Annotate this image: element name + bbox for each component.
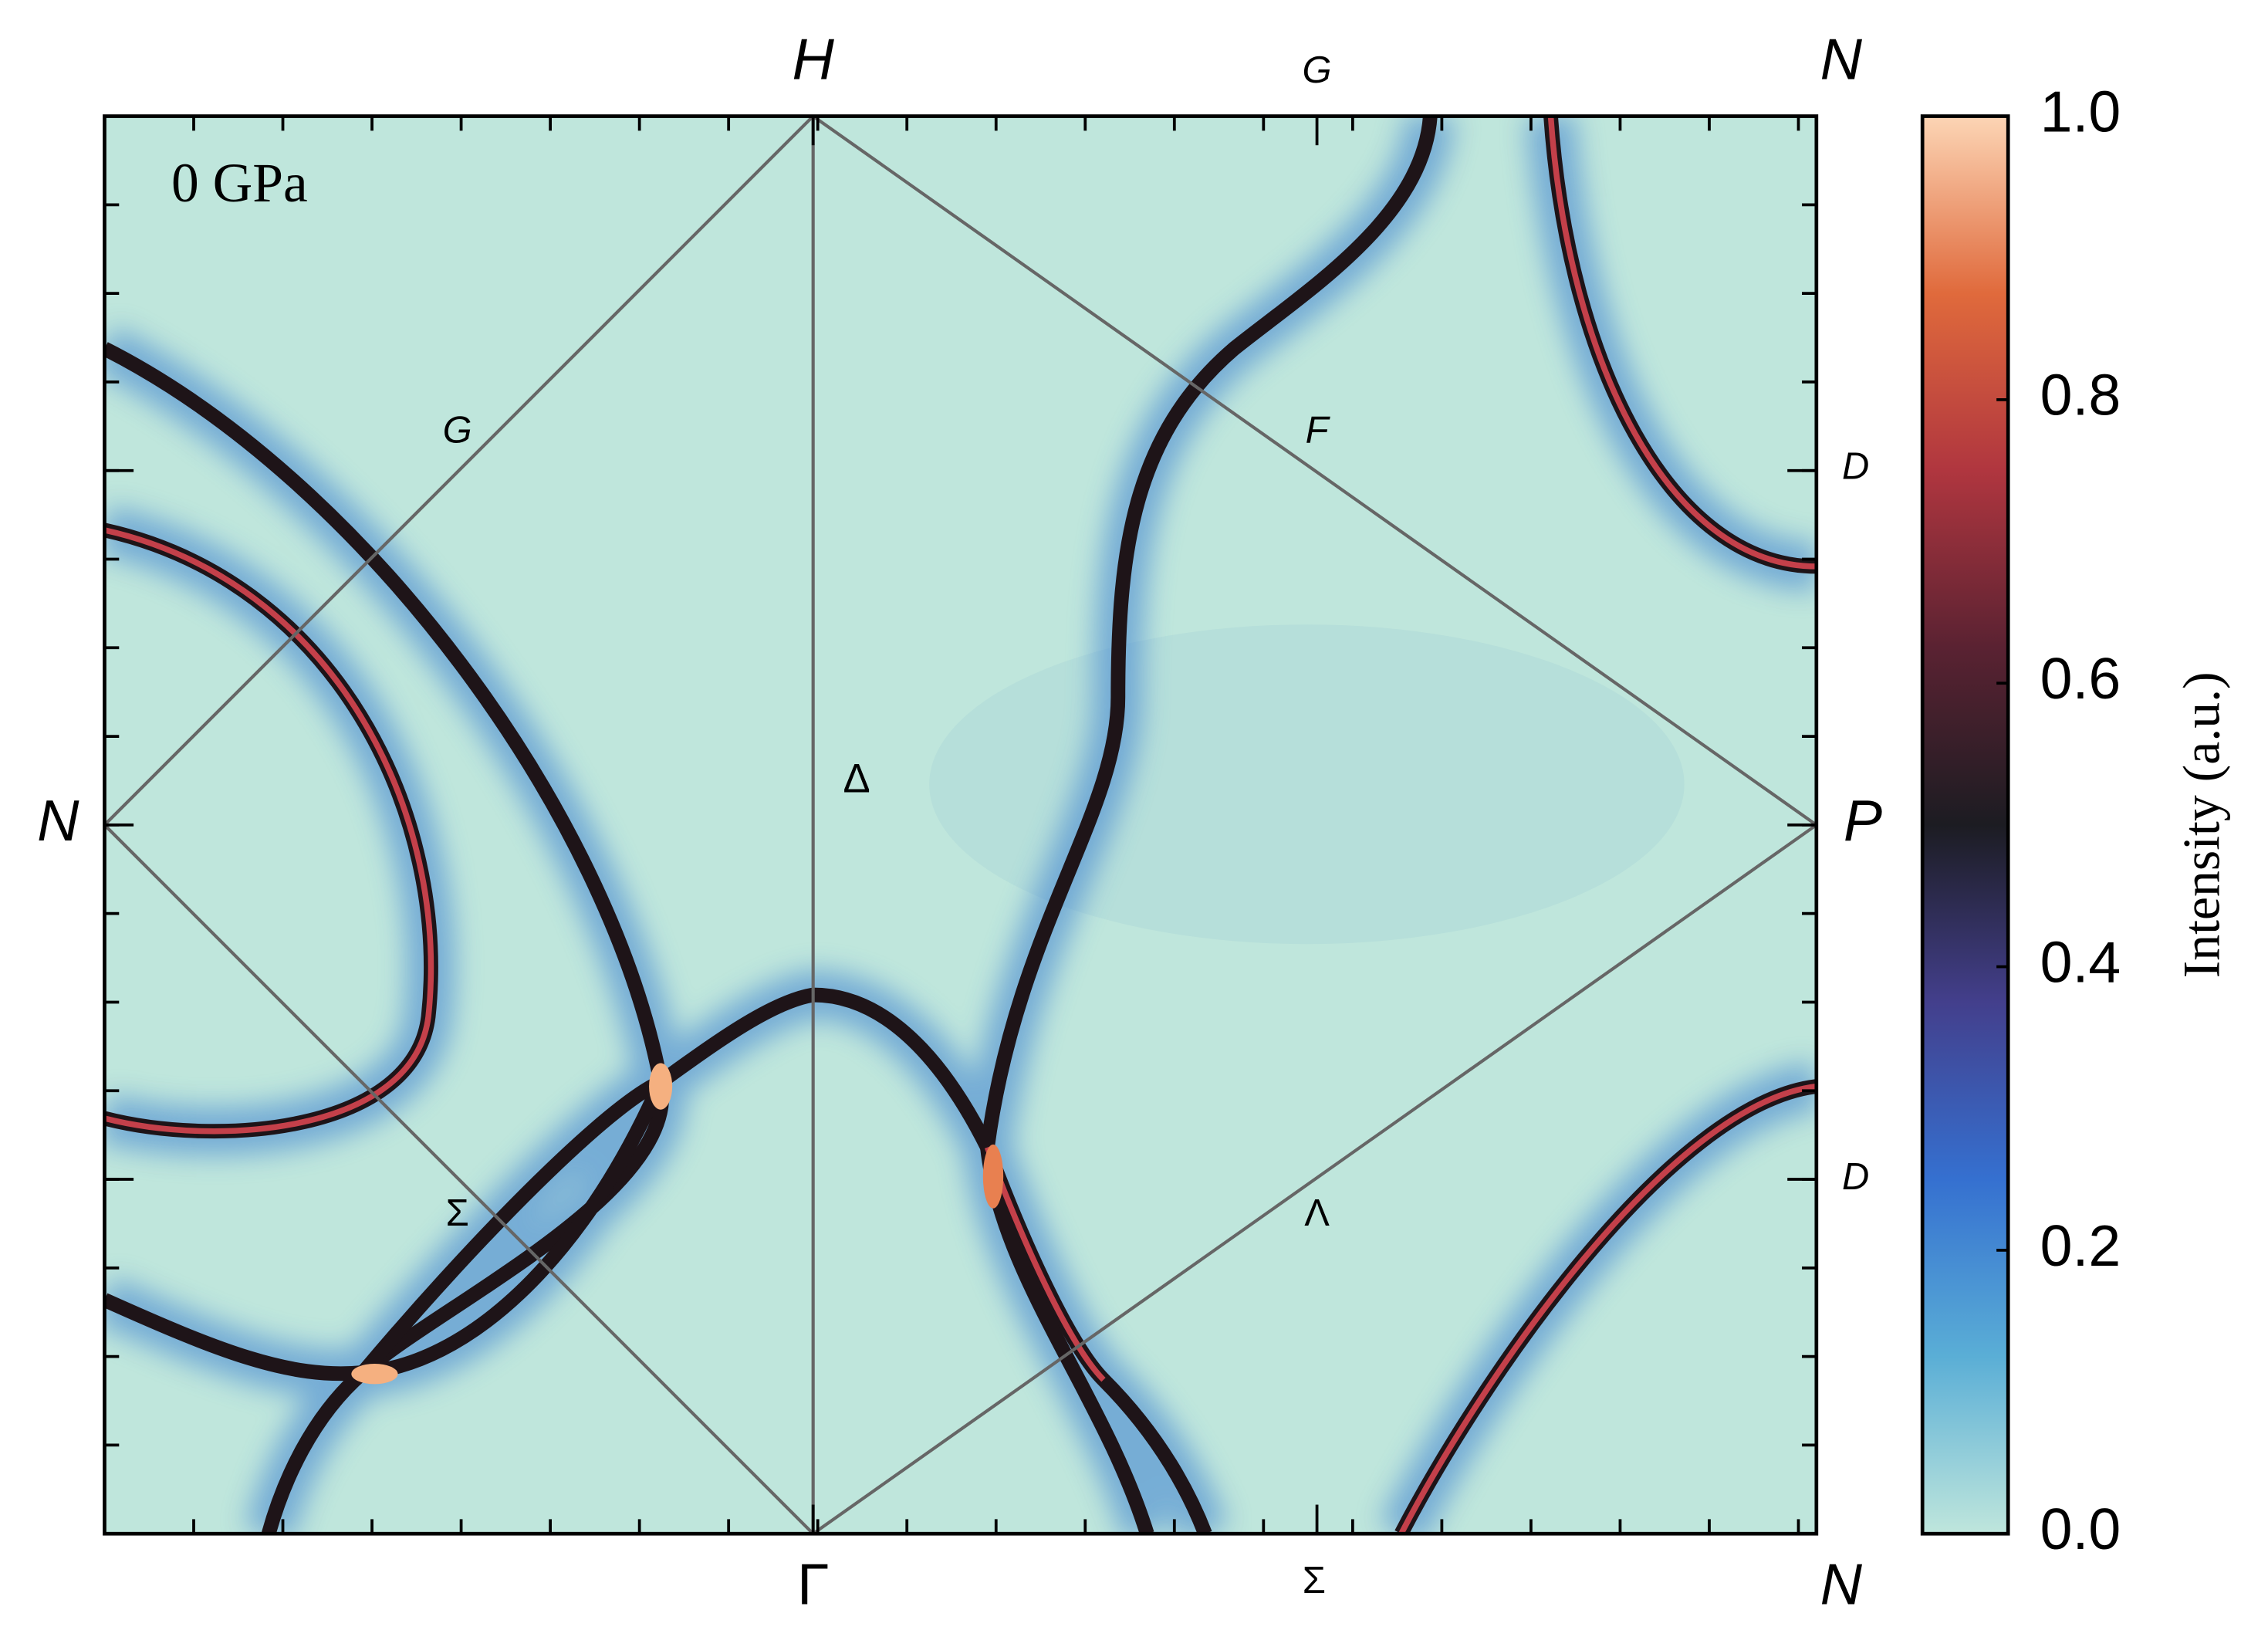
point-label: N — [1820, 1552, 1863, 1617]
hot-spot — [982, 1144, 1004, 1209]
band-peak — [104, 116, 1817, 1534]
line-label: Λ — [1304, 1192, 1330, 1234]
point-label: P — [1844, 788, 1882, 853]
colorbar-tick-label: 1.0 — [2040, 79, 2121, 144]
line-label: D — [1842, 1156, 1869, 1198]
hot-spot — [351, 1364, 398, 1385]
colorbar-tick-label: 0.4 — [2040, 929, 2121, 994]
zone-boundary — [104, 116, 1817, 1534]
hot-spot — [649, 1063, 673, 1110]
point-label: N — [37, 788, 79, 853]
line-label: F — [1306, 410, 1331, 451]
colorbar-tick-label: 0.2 — [2040, 1213, 2121, 1278]
line-label: G — [1303, 49, 1332, 91]
axis-ticks — [104, 116, 1817, 1534]
colorbar-tick-label: 0.6 — [2040, 646, 2121, 711]
point-label: N — [1820, 27, 1863, 92]
colorbar-axis: 0.0 0.2 0.4 0.6 0.8 1.0 — [1996, 79, 2121, 1561]
line-label: Δ — [843, 756, 870, 801]
colorbar-label: Intensity (a.u.) — [2173, 671, 2231, 978]
annotation: 0 GPa — [171, 153, 308, 214]
heatmap — [104, 116, 1817, 1534]
colorbar-tick-label: 0.8 — [2040, 363, 2121, 428]
colorbar — [1920, 114, 2010, 1536]
line-label: D — [1842, 446, 1869, 488]
point-label: H — [793, 27, 835, 92]
point-label: Γ — [797, 1552, 829, 1617]
plot-frame — [103, 114, 1819, 1536]
line-label: Σ — [1303, 1560, 1326, 1601]
line-label: G — [443, 410, 472, 451]
colorbar-tick-label: 0.0 — [2040, 1497, 2121, 1561]
line-label: Σ — [446, 1192, 469, 1234]
